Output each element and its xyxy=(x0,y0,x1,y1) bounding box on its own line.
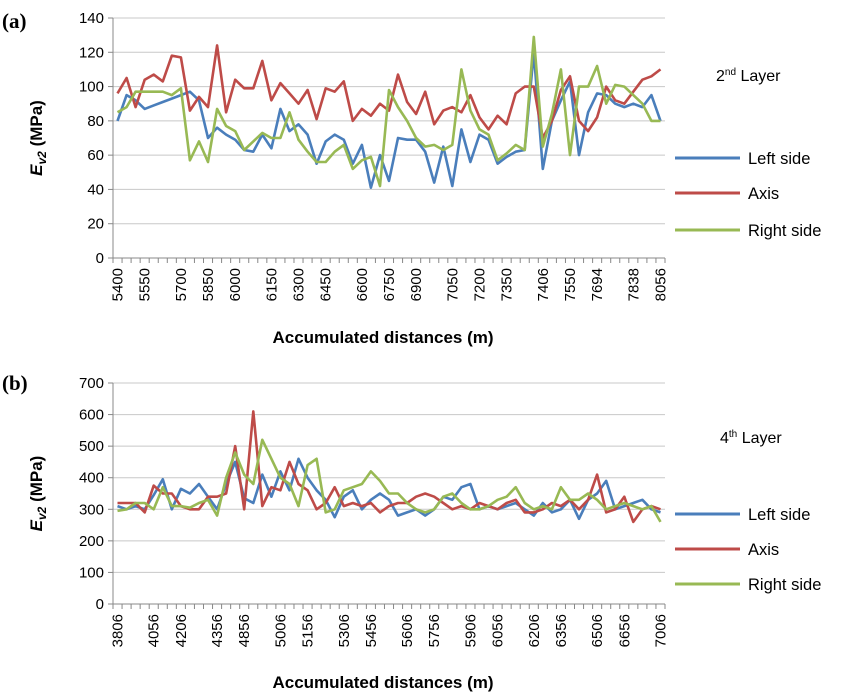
y-tick-label: 40 xyxy=(87,181,104,198)
layer-annotation-text: Layer xyxy=(737,430,782,447)
x-tick-label: 7200 xyxy=(471,268,488,301)
chart-panel-b: (b) 0 100 200 300 400 500 600 700 3806 4056 4206 435… xyxy=(2,371,821,692)
x-tick-label: 5156 xyxy=(300,614,317,647)
x-tick-label: 5606 xyxy=(399,614,416,647)
panel-label: (a) xyxy=(2,9,27,33)
layer-annotation-number: 2 xyxy=(716,68,725,85)
chart-panel-a: (a) 0 20 40 60 80 100 120 140 5400 5550 5700 5850 600… xyxy=(2,9,821,347)
y-tick-label: 0 xyxy=(96,596,104,613)
x-tick-label: 5700 xyxy=(173,268,190,301)
layer-annotation-superscript: nd xyxy=(725,67,736,78)
series-line-right-side xyxy=(116,35,661,188)
layer-annotation: 4th Layer xyxy=(720,429,782,447)
x-tick-label: 7406 xyxy=(535,268,552,301)
legend-label: Left side xyxy=(748,506,810,524)
x-axis-title: Accumulated distances (m) xyxy=(272,673,493,692)
x-tick-label: 5006 xyxy=(272,614,289,647)
x-tick-label: 5456 xyxy=(363,614,380,647)
x-tick-label: 6656 xyxy=(616,614,633,647)
y-axis-title: Ev2 (MPa) xyxy=(27,100,49,176)
y-axis-title-symbol: E xyxy=(27,519,46,531)
legend-label: Left side xyxy=(748,150,810,168)
x-tick-label: 6150 xyxy=(263,268,280,301)
y-axis-title-subscript: v2 xyxy=(35,151,49,165)
x-tick-label: 7838 xyxy=(625,268,642,301)
x-tick-label: 6000 xyxy=(227,268,244,301)
y-tick-label: 120 xyxy=(79,44,104,61)
y-axis-title: Ev2 (MPa) xyxy=(27,456,49,532)
y-axis-title-subscript: v2 xyxy=(35,506,49,520)
legend-label: Axis xyxy=(748,185,779,203)
x-tick-label: 6506 xyxy=(589,614,606,647)
x-tick-label: 6356 xyxy=(553,614,570,647)
x-tick-label: 6900 xyxy=(408,268,425,301)
y-tick-label: 700 xyxy=(79,375,104,392)
x-tick-label: 6056 xyxy=(490,614,507,647)
legend-label: Axis xyxy=(748,541,779,559)
x-tick-label: 5850 xyxy=(200,268,217,301)
series-line-axis xyxy=(116,44,662,140)
x-tick-label: 8056 xyxy=(652,268,669,301)
x-tick-label: 6750 xyxy=(381,268,398,301)
y-axis-title-symbol: E xyxy=(27,164,46,176)
y-tick-label: 80 xyxy=(87,113,104,130)
y-tick-label: 100 xyxy=(79,79,104,96)
layer-annotation-number: 4 xyxy=(720,430,729,447)
y-axis-title-unit: (MPa) xyxy=(27,100,46,151)
layer-annotation: 2nd Layer xyxy=(716,67,781,85)
x-tick-label: 5400 xyxy=(110,268,127,301)
x-tick-label: 4206 xyxy=(173,614,190,647)
x-tick-label: 4856 xyxy=(236,614,253,647)
x-tick-label: 3806 xyxy=(110,614,127,647)
y-axis-title-unit: (MPa) xyxy=(27,456,46,507)
y-tick-label: 500 xyxy=(79,438,104,455)
y-tick-label: 200 xyxy=(79,533,104,550)
layer-annotation-text: Layer xyxy=(736,68,781,85)
y-tick-label: 100 xyxy=(79,564,104,581)
x-tick-label: 4356 xyxy=(209,614,226,647)
x-tick-label: 7350 xyxy=(499,268,516,301)
y-tick-label: 0 xyxy=(96,250,104,267)
x-tick-label: 7050 xyxy=(444,268,461,301)
y-tick-label: 20 xyxy=(87,216,104,233)
x-tick-label: 5756 xyxy=(426,614,443,647)
x-tick-label: 6600 xyxy=(354,268,371,301)
x-tick-label: 6206 xyxy=(526,614,543,647)
x-tick-label: 5550 xyxy=(137,268,154,301)
legend-label: Right side xyxy=(748,576,821,594)
x-tick-label: 5306 xyxy=(336,614,353,647)
y-tick-label: 300 xyxy=(79,501,104,518)
layer-annotation-superscript: th xyxy=(729,429,737,440)
x-tick-label: 7006 xyxy=(652,614,669,647)
panel-label: (b) xyxy=(2,371,28,395)
x-tick-label: 6300 xyxy=(291,268,308,301)
y-tick-label: 400 xyxy=(79,470,104,487)
x-tick-label: 7550 xyxy=(562,268,579,301)
series-line-right-side xyxy=(117,438,662,523)
x-tick-label: 4056 xyxy=(146,614,163,647)
x-tick-label: 7694 xyxy=(589,268,606,301)
legend-label: Right side xyxy=(748,222,821,240)
y-tick-label: 600 xyxy=(79,407,104,424)
y-tick-label: 60 xyxy=(87,147,104,164)
x-tick-label: 6450 xyxy=(318,268,335,301)
y-tick-label: 140 xyxy=(79,10,104,27)
x-axis-title: Accumulated distances (m) xyxy=(272,328,493,347)
x-tick-label: 5906 xyxy=(462,614,479,647)
